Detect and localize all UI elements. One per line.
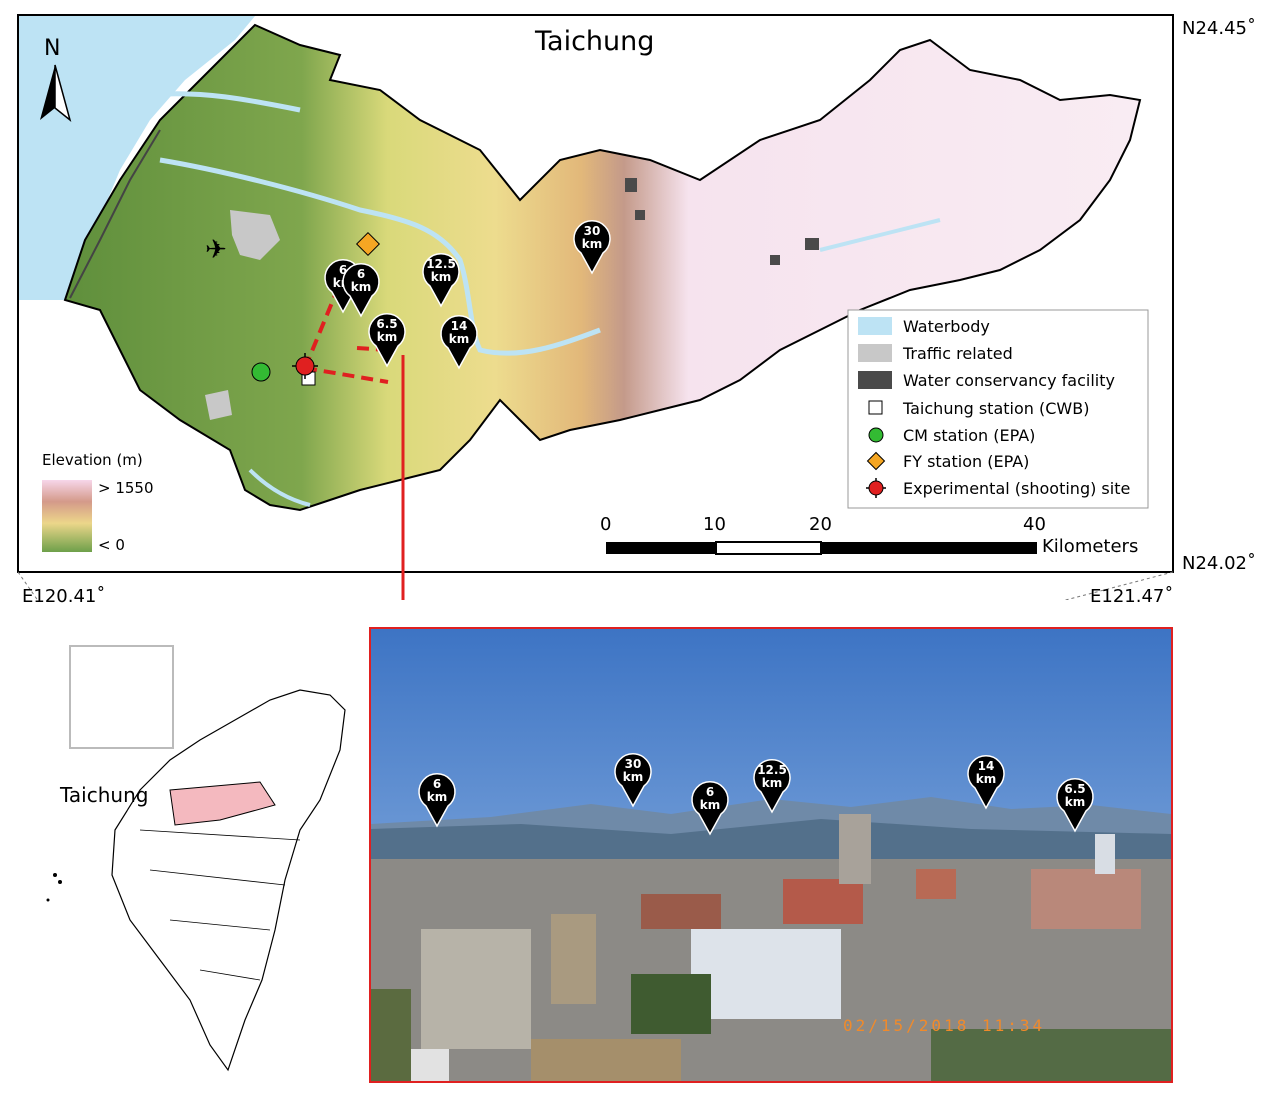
photo-pin-label-4: 14 km (975, 759, 997, 786)
legend-box (847, 309, 1149, 509)
sea-area (19, 16, 255, 300)
ground-field (531, 1039, 681, 1081)
north-label: N (44, 36, 61, 61)
main-map: ✈ (17, 14, 1174, 796)
inset-map (0, 600, 360, 1091)
traffic-area-2 (205, 390, 232, 420)
building-6 (1031, 869, 1141, 929)
elevation-legend-high: > 1550 (98, 479, 154, 497)
experimental-site-marker (292, 353, 318, 379)
map-pin-5: 14 km (439, 314, 479, 370)
legend-label-facility: Water conservancy facility (903, 371, 1115, 390)
inset-label: Taichung (60, 783, 149, 807)
photo-pin-label-1: 30 km (622, 757, 644, 784)
building-3 (641, 894, 721, 929)
map-pin-label-4: 6.5 km (376, 317, 398, 344)
legend-swatch-facility (858, 371, 892, 389)
tower-2 (1095, 834, 1115, 874)
inset-map-svg (46, 645, 346, 1072)
photo-pin-5: 6.5 km (1055, 777, 1095, 833)
building-1 (421, 929, 531, 1049)
coord-bottom-right: N24.02˚ (1182, 553, 1256, 574)
river-4 (248, 468, 311, 507)
photo-pin-1: 30 km (613, 752, 653, 808)
map-pin-label-2: 12.5 km (426, 257, 456, 284)
map-pin-4: 6.5 km (367, 312, 407, 368)
main-map-svg: ✈ (17, 14, 1174, 796)
facility-2 (805, 238, 819, 250)
airplane-icon: ✈ (205, 235, 227, 265)
map-pin-label-3: 30 km (581, 224, 603, 251)
elevation-legend-low: < 0 (98, 536, 125, 554)
inset-frame-box (69, 645, 174, 749)
scale-tick-20: 20 (809, 514, 832, 535)
legend-swatch-crosshair (866, 478, 886, 498)
elevation-legend-title: Elevation (m) (42, 451, 143, 469)
river-3 (819, 218, 941, 252)
taichung-highlight (169, 781, 276, 826)
photo-svg (371, 629, 1171, 1081)
north-arrow-icon (40, 64, 72, 123)
legend-swatch-traffic (858, 344, 892, 362)
trees-left (371, 989, 411, 1081)
elevation-color-bar (42, 480, 92, 552)
taichung-region (63, 23, 1142, 512)
trees-mid (631, 974, 711, 1034)
scale-unit: Kilometers (1042, 536, 1139, 557)
facility-3 (635, 210, 645, 220)
photo-pin-4: 14 km (966, 754, 1006, 810)
map-pin-label-5: 14 km (448, 319, 470, 346)
legend-label-taichung-station: Taichung station (CWB) (903, 399, 1090, 418)
legend-label-experimental-site: Experimental (shooting) site (903, 479, 1131, 498)
trees-right (931, 1029, 1171, 1081)
cm-station-marker (251, 362, 271, 382)
river-2 (149, 91, 301, 113)
scale-bar (606, 541, 1037, 555)
map-pin-3: 30 km (572, 219, 612, 275)
building-5 (916, 869, 956, 899)
map-pin-label-1: 6 km (350, 267, 372, 294)
county-borders (139, 829, 301, 981)
legend-swatch-waterbody (858, 317, 892, 335)
map-pin-2: 12.5 km (421, 252, 461, 308)
photo-pin-3: 12.5 km (752, 758, 792, 814)
photo-pin-label-0: 6 km (426, 777, 448, 804)
coord-bottom-left: E120.41˚ (22, 586, 106, 607)
map-pin-1: 6 km (341, 262, 381, 318)
building-white (691, 929, 841, 1019)
taiwan-outline (111, 689, 346, 1072)
sightline-1 (303, 287, 340, 369)
photo-pin-label-2: 6 km (699, 785, 721, 812)
map-title: Taichung (535, 26, 655, 57)
photo-pin-label-3: 12.5 km (757, 763, 787, 790)
coord-bottom-far-right: E121.47˚ (1090, 586, 1174, 607)
photo-pin-label-5: 6.5 km (1064, 782, 1086, 809)
fy-station-marker (355, 231, 381, 257)
legend-label-waterbody: Waterbody (903, 317, 990, 336)
scale-tick-40: 40 (1023, 514, 1046, 535)
legend-swatch-diamond (866, 451, 886, 471)
facility-1 (625, 178, 637, 192)
tower-1 (839, 814, 871, 884)
photo-pin-0: 6 km (417, 772, 457, 828)
photo-panel (369, 627, 1173, 1083)
sightline-2 (304, 366, 389, 384)
coastline (69, 129, 161, 299)
photo-timestamp: 02/15/2018 11:34 (843, 1016, 1046, 1035)
river-1 (159, 157, 601, 356)
photo-pin-2: 6 km (690, 780, 730, 836)
building-red (783, 879, 863, 924)
legend-swatch-square (868, 400, 883, 415)
building-2 (551, 914, 596, 1004)
scale-tick-10: 10 (703, 514, 726, 535)
legend-label-cm-station: CM station (EPA) (903, 426, 1036, 445)
legend-label-fy-station: FY station (EPA) (903, 452, 1030, 471)
airport-area (230, 210, 280, 260)
coord-top-right: N24.45˚ (1182, 18, 1256, 39)
scale-tick-0: 0 (600, 514, 612, 535)
facility-4 (770, 255, 780, 265)
legend-label-traffic: Traffic related (903, 344, 1013, 363)
legend-swatch-circle (868, 427, 884, 443)
